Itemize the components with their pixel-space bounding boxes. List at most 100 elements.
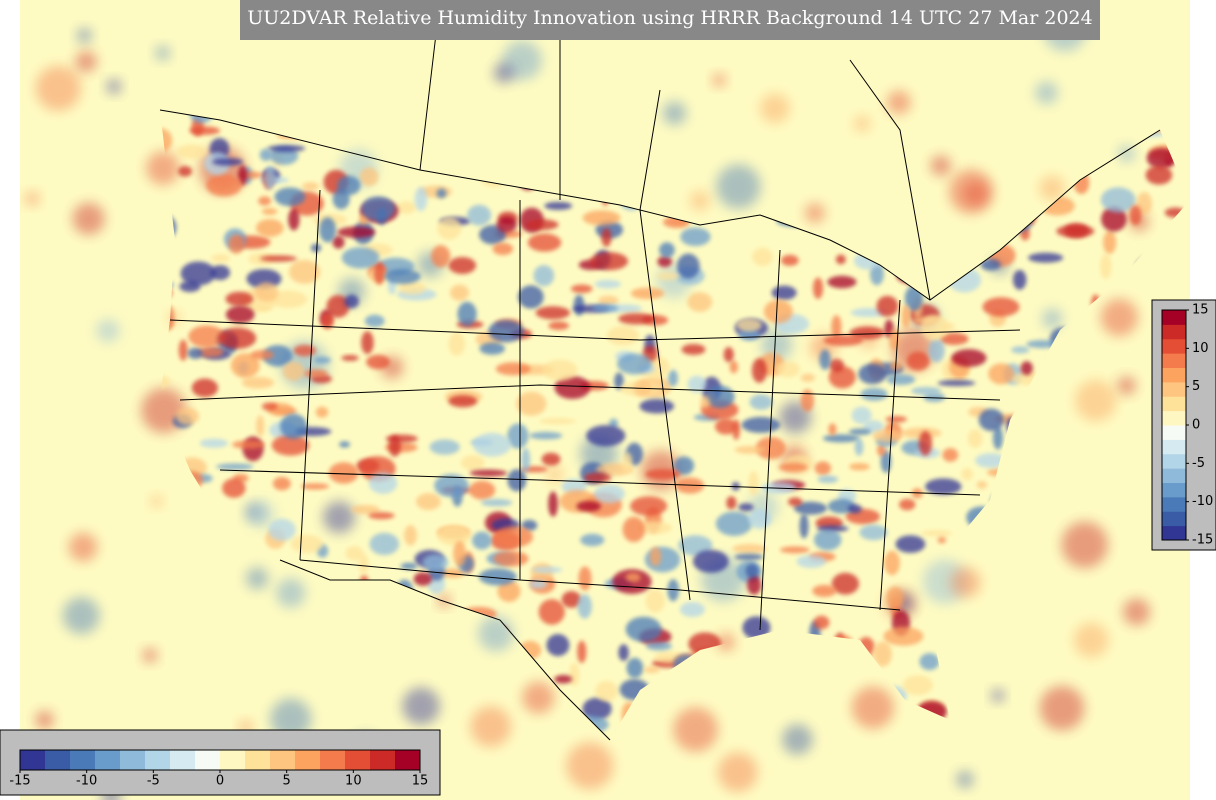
field-cell: [160, 128, 173, 153]
field-cell: [496, 216, 517, 233]
field-cell: [413, 572, 432, 586]
field-cell: [242, 436, 264, 462]
field-cell: [778, 462, 808, 472]
field-blob: [853, 115, 871, 132]
field-cell: [813, 277, 824, 299]
colorbar-tick-label: -5: [147, 774, 160, 789]
field-cell: [667, 578, 679, 602]
field-blob: [1117, 376, 1136, 396]
field-cell: [636, 521, 672, 535]
field-blob: [804, 203, 825, 224]
field-blob: [493, 62, 514, 84]
field-cell: [538, 418, 577, 425]
field-cell: [259, 148, 273, 162]
field-blob: [950, 567, 981, 598]
field-cell: [617, 353, 652, 375]
field-cell: [578, 566, 592, 591]
field-cell: [649, 546, 662, 567]
field-cell: [796, 555, 827, 568]
field-cell: [261, 207, 278, 215]
field-cell: [594, 279, 622, 289]
field-cell: [819, 349, 831, 370]
field-cell: [542, 359, 578, 381]
field-cell: [901, 304, 911, 329]
colorbar-tick-label: 15: [1192, 303, 1209, 318]
field-cell: [625, 616, 662, 642]
field-cell: [942, 448, 959, 462]
colorbar-segment: [1162, 338, 1186, 354]
colorbar-segment: [95, 750, 121, 770]
field-blob: [1122, 598, 1151, 626]
field-cell: [951, 349, 987, 367]
field-cell: [272, 476, 291, 491]
field-cell: [886, 374, 916, 386]
field-blob: [689, 190, 710, 211]
colorbar-segment: [1162, 324, 1186, 340]
colorbar-segment: [120, 750, 146, 770]
field-cell: [255, 218, 284, 237]
colorbar-segment: [395, 750, 421, 770]
field-blob: [269, 698, 312, 740]
field-blob: [62, 596, 100, 635]
field-cell: [593, 484, 625, 504]
field-cell: [659, 242, 675, 258]
field-cell: [303, 369, 328, 378]
field-cell: [988, 363, 1015, 385]
field-cell: [341, 247, 380, 269]
field-cell: [345, 546, 364, 561]
field-cell: [178, 339, 188, 361]
colorbar-tick-label: -15: [9, 774, 30, 789]
field-cell: [225, 305, 255, 324]
field-cell: [359, 167, 379, 187]
field-cell: [829, 358, 845, 372]
colorbar-segment: [245, 750, 271, 770]
field-blob: [1034, 81, 1059, 105]
field-cell: [258, 196, 272, 206]
field-cell: [384, 269, 421, 285]
field-cell: [771, 285, 797, 300]
field-cell: [577, 594, 592, 619]
field-blob: [76, 27, 93, 44]
field-cell: [469, 469, 508, 477]
field-blob: [712, 73, 726, 88]
field-blob: [470, 706, 512, 747]
field-cell: [448, 256, 477, 274]
field-cell: [525, 219, 559, 231]
field-cell: [368, 512, 395, 520]
field-blob: [673, 707, 718, 752]
field-blob: [1100, 298, 1139, 337]
colorbar-tick-label: -15: [1192, 533, 1213, 548]
field-cell: [827, 275, 857, 289]
field-cell: [748, 470, 759, 496]
field-cell: [1100, 187, 1136, 213]
field-cell: [586, 425, 626, 447]
field-cell: [517, 285, 544, 309]
field-cell: [434, 473, 469, 498]
field-cell: [876, 295, 899, 317]
field-cell: [901, 427, 942, 439]
field-cell: [700, 395, 710, 409]
field-cell: [1028, 252, 1064, 263]
field-cell: [788, 497, 803, 507]
field-cell: [196, 347, 224, 358]
field-blob: [1039, 175, 1065, 201]
field-cell: [315, 406, 329, 418]
field-cell: [899, 498, 916, 511]
field-cell: [431, 245, 451, 268]
field-cell: [859, 524, 888, 541]
field-cell: [580, 533, 605, 547]
field-cell: [657, 256, 673, 268]
field-cell: [255, 305, 273, 312]
field-cell: [726, 496, 737, 510]
field-cell: [1100, 253, 1112, 280]
field-cell: [288, 208, 300, 231]
field-cell: [554, 376, 591, 399]
field-cell: [211, 254, 231, 263]
field-cell: [880, 450, 892, 473]
field-cell: [271, 434, 310, 456]
field-cell: [630, 496, 668, 516]
field-cell: [261, 402, 278, 411]
field-cell: [601, 228, 612, 247]
colorbar-segment: [1162, 367, 1186, 383]
colorbar-tick-label: 0: [216, 774, 224, 789]
